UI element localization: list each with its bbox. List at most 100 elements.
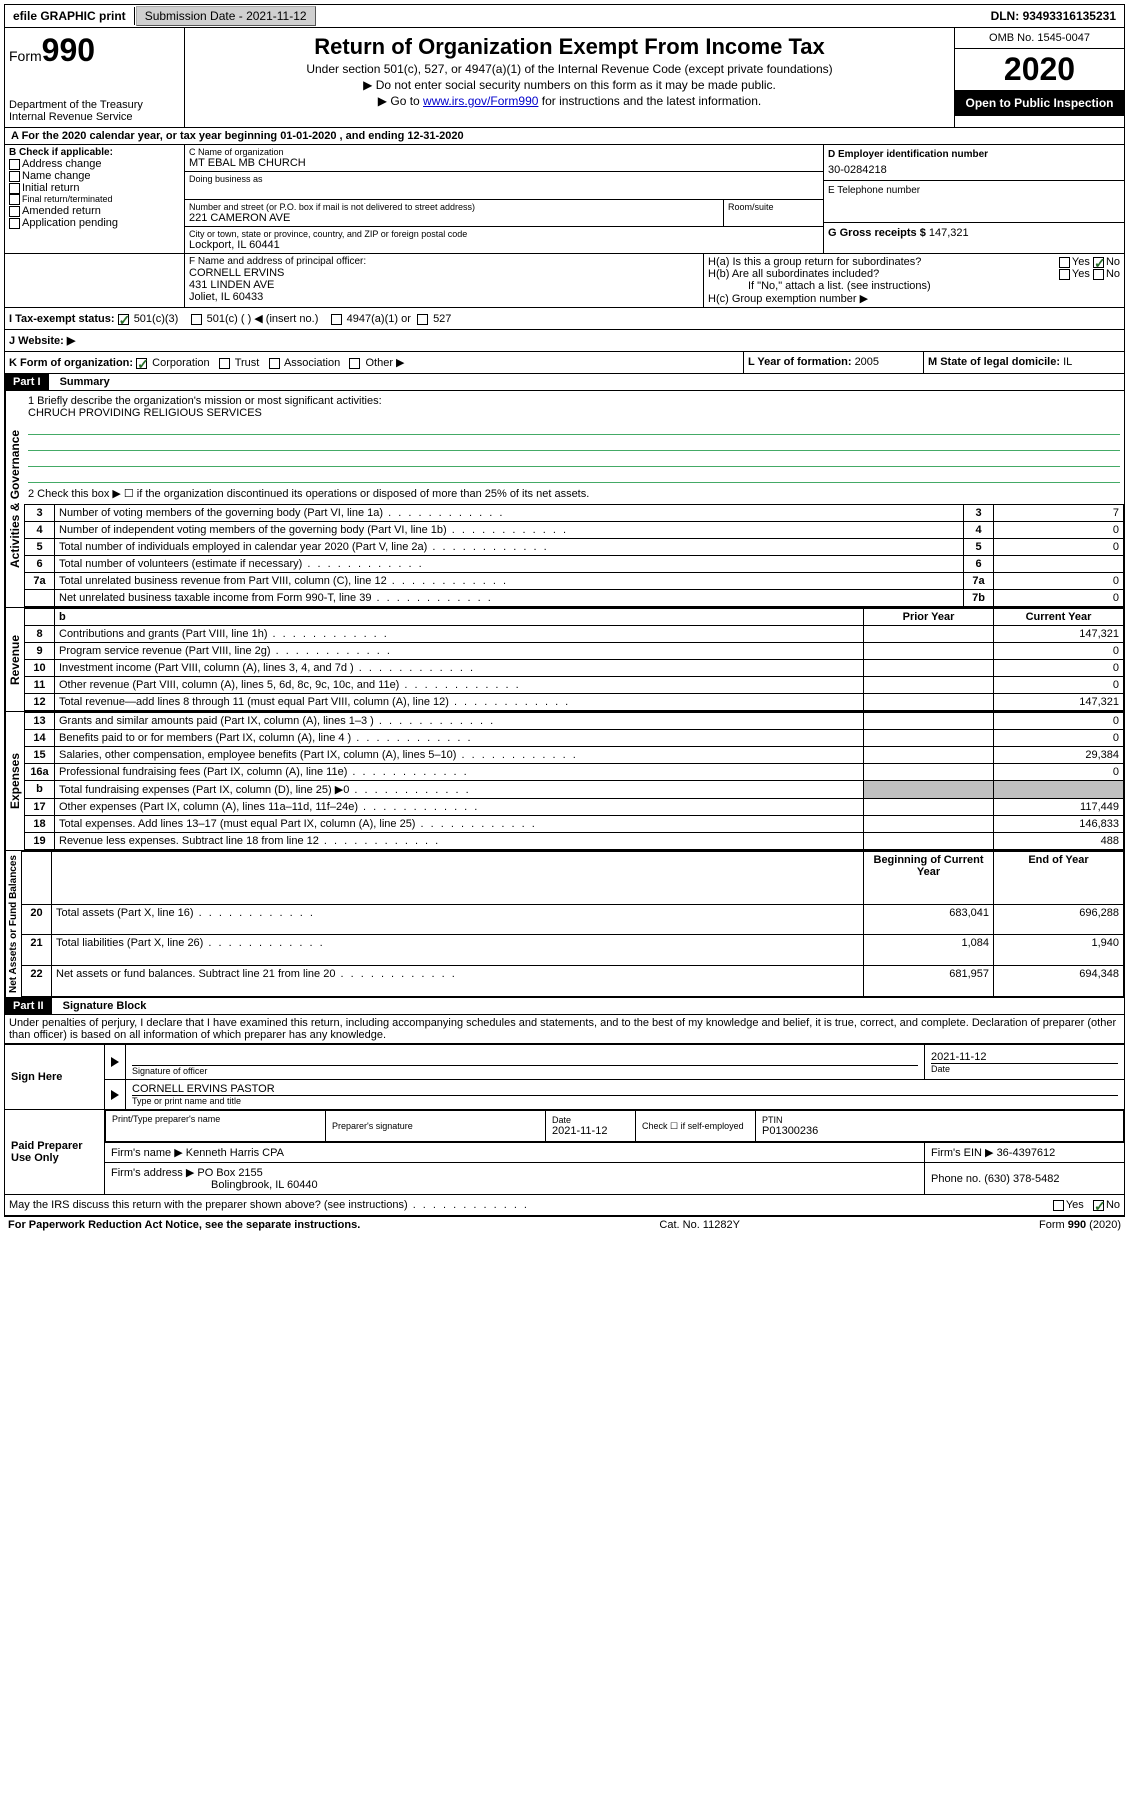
table-row: 8Contributions and grants (Part VIII, li…: [25, 626, 1124, 643]
table-row: 16aProfessional fundraising fees (Part I…: [25, 764, 1124, 781]
part2-header: Part II: [5, 998, 52, 1014]
part1-title: Summary: [52, 376, 110, 388]
discuss-yes[interactable]: [1053, 1200, 1064, 1211]
expenses-label: Expenses: [5, 712, 24, 850]
part1-header: Part I: [5, 374, 49, 390]
revenue-table: bPrior YearCurrent Year8Contributions an…: [24, 608, 1124, 711]
gross-receipts: G Gross receipts $ 147,321: [824, 223, 1124, 243]
submission-date[interactable]: Submission Date - 2021-11-12: [136, 6, 316, 26]
dln: DLN: 93493316135231: [983, 7, 1124, 25]
paid-prep-label: Paid Preparer Use Only: [5, 1110, 105, 1195]
table-row: 4Number of independent voting members of…: [25, 522, 1124, 539]
check-amended[interactable]: Amended return: [9, 205, 180, 217]
box-k: K Form of organization: Corporation Trus…: [5, 352, 744, 373]
declaration: Under penalties of perjury, I declare th…: [4, 1015, 1125, 1044]
table-row: 13Grants and similar amounts paid (Part …: [25, 713, 1124, 730]
line1-value: CHRUCH PROVIDING RELIGIOUS SERVICES: [28, 407, 1120, 419]
underline: [28, 437, 1120, 451]
governance-table: 3Number of voting members of the governi…: [24, 504, 1124, 607]
check-501c3[interactable]: [118, 314, 129, 325]
footer: For Paperwork Reduction Act Notice, see …: [4, 1216, 1125, 1233]
form-note2: ▶ Go to www.irs.gov/Form990 for instruct…: [191, 94, 948, 108]
form-note1: ▶ Do not enter social security numbers o…: [191, 78, 948, 92]
check-final[interactable]: Final return/terminated: [9, 194, 180, 205]
street-box: Number and street (or P.O. box if mail i…: [185, 200, 723, 226]
ha-yes[interactable]: [1059, 257, 1070, 268]
underline: [28, 421, 1120, 435]
box-b: B Check if applicable: Address change Na…: [5, 145, 185, 253]
row-a: A For the 2020 calendar year, or tax yea…: [4, 128, 1125, 145]
table-row: 21Total liabilities (Part X, line 26)1,0…: [22, 935, 1124, 966]
line2: 2 Check this box ▶ ☐ if the organization…: [28, 487, 1120, 500]
netassets-label: Net Assets or Fund Balances: [5, 851, 21, 997]
check-initial[interactable]: Initial return: [9, 182, 180, 194]
table-row: 3Number of voting members of the governi…: [25, 505, 1124, 522]
check-4947[interactable]: [331, 314, 342, 325]
part2-title: Signature Block: [55, 1000, 147, 1012]
hb-yes[interactable]: [1059, 269, 1070, 280]
table-row: 12Total revenue—add lines 8 through 11 (…: [25, 694, 1124, 711]
check-assoc[interactable]: [269, 358, 280, 369]
table-row: 6Total number of volunteers (estimate if…: [25, 556, 1124, 573]
signature-table: Sign Here Signature of officer 2021-11-1…: [4, 1044, 1125, 1195]
box-h: H(a) Is this a group return for subordin…: [704, 254, 1124, 307]
check-pending[interactable]: Application pending: [9, 217, 180, 229]
expenses-table: 13Grants and similar amounts paid (Part …: [24, 712, 1124, 850]
box-f: F Name and address of principal officer:…: [185, 254, 704, 307]
tax-year: 2020: [955, 49, 1124, 90]
table-row: 9Program service revenue (Part VIII, lin…: [25, 643, 1124, 660]
table-row: 10Investment income (Part VIII, column (…: [25, 660, 1124, 677]
org-name-box: C Name of organization MT EBAL MB CHURCH: [185, 145, 823, 172]
underline: [28, 453, 1120, 467]
hb-no[interactable]: [1093, 269, 1104, 280]
room-box: Room/suite: [723, 200, 823, 226]
check-trust[interactable]: [219, 358, 230, 369]
line1-label: 1 Briefly describe the organization's mi…: [28, 395, 1120, 407]
arrow-icon: [111, 1090, 119, 1100]
underline: [28, 469, 1120, 483]
arrow-icon: [111, 1057, 119, 1067]
form-subtitle: Under section 501(c), 527, or 4947(a)(1)…: [191, 62, 948, 76]
check-address[interactable]: Address change: [9, 158, 180, 170]
phone-box: E Telephone number: [824, 181, 1124, 223]
ein-box: D Employer identification number 30-0284…: [824, 145, 1124, 181]
check-corp[interactable]: [136, 358, 147, 369]
revenue-label: Revenue: [5, 608, 24, 711]
topbar: efile GRAPHIC print Submission Date - 20…: [4, 4, 1125, 28]
irs-label: Internal Revenue Service: [9, 111, 180, 123]
table-row: 14Benefits paid to or for members (Part …: [25, 730, 1124, 747]
efile-label: efile GRAPHIC print: [5, 7, 135, 25]
org-name: MT EBAL MB CHURCH: [189, 157, 819, 169]
check-name[interactable]: Name change: [9, 170, 180, 182]
check-501c[interactable]: [191, 314, 202, 325]
box-m: M State of legal domicile: IL: [924, 352, 1124, 373]
ha-no[interactable]: [1093, 257, 1104, 268]
table-row: 19Revenue less expenses. Subtract line 1…: [25, 833, 1124, 850]
table-row: 20Total assets (Part X, line 16)683,0416…: [22, 904, 1124, 935]
table-row: 7aTotal unrelated business revenue from …: [25, 573, 1124, 590]
box-l: L Year of formation: 2005: [744, 352, 924, 373]
dept-label: Department of the Treasury: [9, 99, 180, 111]
form-header: Form990 Department of the Treasury Inter…: [4, 28, 1125, 128]
table-row: 22Net assets or fund balances. Subtract …: [22, 966, 1124, 997]
form990-link[interactable]: www.irs.gov/Form990: [423, 94, 538, 108]
dba-box: Doing business as: [185, 172, 823, 200]
netassets-table: Beginning of Current YearEnd of Year20To…: [21, 851, 1124, 997]
city-box: City or town, state or province, country…: [185, 227, 823, 253]
table-row: 15Salaries, other compensation, employee…: [25, 747, 1124, 764]
table-row: 18Total expenses. Add lines 13–17 (must …: [25, 816, 1124, 833]
box-j: J Website: ▶: [4, 330, 1125, 352]
box-i: I Tax-exempt status: 501(c)(3) 501(c) ( …: [5, 308, 1124, 329]
discuss-row: May the IRS discuss this return with the…: [4, 1195, 1125, 1216]
table-row: 11Other revenue (Part VIII, column (A), …: [25, 677, 1124, 694]
open-public-label: Open to Public Inspection: [955, 90, 1124, 116]
governance-label: Activities & Governance: [5, 391, 24, 607]
table-row: 5Total number of individuals employed in…: [25, 539, 1124, 556]
discuss-no[interactable]: [1093, 1200, 1104, 1211]
check-527[interactable]: [417, 314, 428, 325]
sign-here-label: Sign Here: [5, 1045, 105, 1110]
table-row: bTotal fundraising expenses (Part IX, co…: [25, 781, 1124, 799]
check-other[interactable]: [349, 358, 360, 369]
table-row: Net unrelated business taxable income fr…: [25, 590, 1124, 607]
form-number: Form990: [9, 32, 180, 69]
